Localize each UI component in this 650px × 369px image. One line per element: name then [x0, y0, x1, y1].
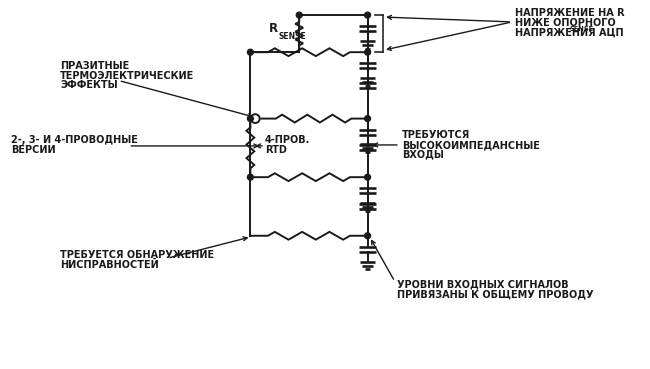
Text: 2-, 3- И 4-ПРОВОДНЫЕ: 2-, 3- И 4-ПРОВОДНЫЕ: [11, 135, 138, 145]
Text: ТРЕБУЮТСЯ: ТРЕБУЮТСЯ: [402, 130, 470, 140]
Circle shape: [248, 49, 254, 55]
Circle shape: [248, 115, 254, 121]
Text: R: R: [268, 22, 278, 35]
Circle shape: [251, 114, 259, 123]
Circle shape: [365, 174, 370, 180]
Text: ВЕРСИИ: ВЕРСИИ: [11, 145, 56, 155]
Text: НАПРЯЖЕНИЕ НА R: НАПРЯЖЕНИЕ НА R: [515, 8, 625, 18]
Text: ВХОДЫ: ВХОДЫ: [402, 150, 443, 160]
Circle shape: [365, 49, 370, 55]
Text: ТЕРМОЭЛЕКТРИЧЕСКИЕ: ТЕРМОЭЛЕКТРИЧЕСКИЕ: [60, 70, 194, 80]
Circle shape: [365, 12, 370, 18]
Text: ПРИВЯЗАНЫ К ОБЩЕМУ ПРОВОДУ: ПРИВЯЗАНЫ К ОБЩЕМУ ПРОВОДУ: [397, 289, 593, 299]
Text: ЭФФЕКТЫ: ЭФФЕКТЫ: [60, 80, 118, 90]
Text: НИЖЕ ОПОРНОГО: НИЖЕ ОПОРНОГО: [515, 18, 616, 28]
Circle shape: [365, 115, 370, 121]
Text: НАПРЯЖЕНИЯ АЦП: НАПРЯЖЕНИЯ АЦП: [515, 28, 623, 38]
Text: 4-ПРОВ.: 4-ПРОВ.: [265, 135, 311, 145]
Text: УРОВНИ ВХОДНЫХ СИГНАЛОВ: УРОВНИ ВХОДНЫХ СИГНАЛОВ: [397, 280, 569, 290]
Text: SENSE: SENSE: [569, 26, 594, 32]
Text: RTD: RTD: [265, 145, 287, 155]
Text: НИСПРАВНОСТЕЙ: НИСПРАВНОСТЕЙ: [60, 260, 159, 270]
Text: ПРАЗИТНЫЕ: ПРАЗИТНЫЕ: [60, 61, 129, 71]
Circle shape: [296, 12, 302, 18]
Text: ТРЕБУЕТСЯ ОБНАРУЖЕНИЕ: ТРЕБУЕТСЯ ОБНАРУЖЕНИЕ: [60, 250, 214, 260]
Circle shape: [248, 174, 254, 180]
Circle shape: [365, 233, 370, 239]
Text: SENSE: SENSE: [279, 32, 306, 41]
Text: ВЫСОКОИМПЕДАНСНЫЕ: ВЫСОКОИМПЕДАНСНЫЕ: [402, 140, 540, 150]
